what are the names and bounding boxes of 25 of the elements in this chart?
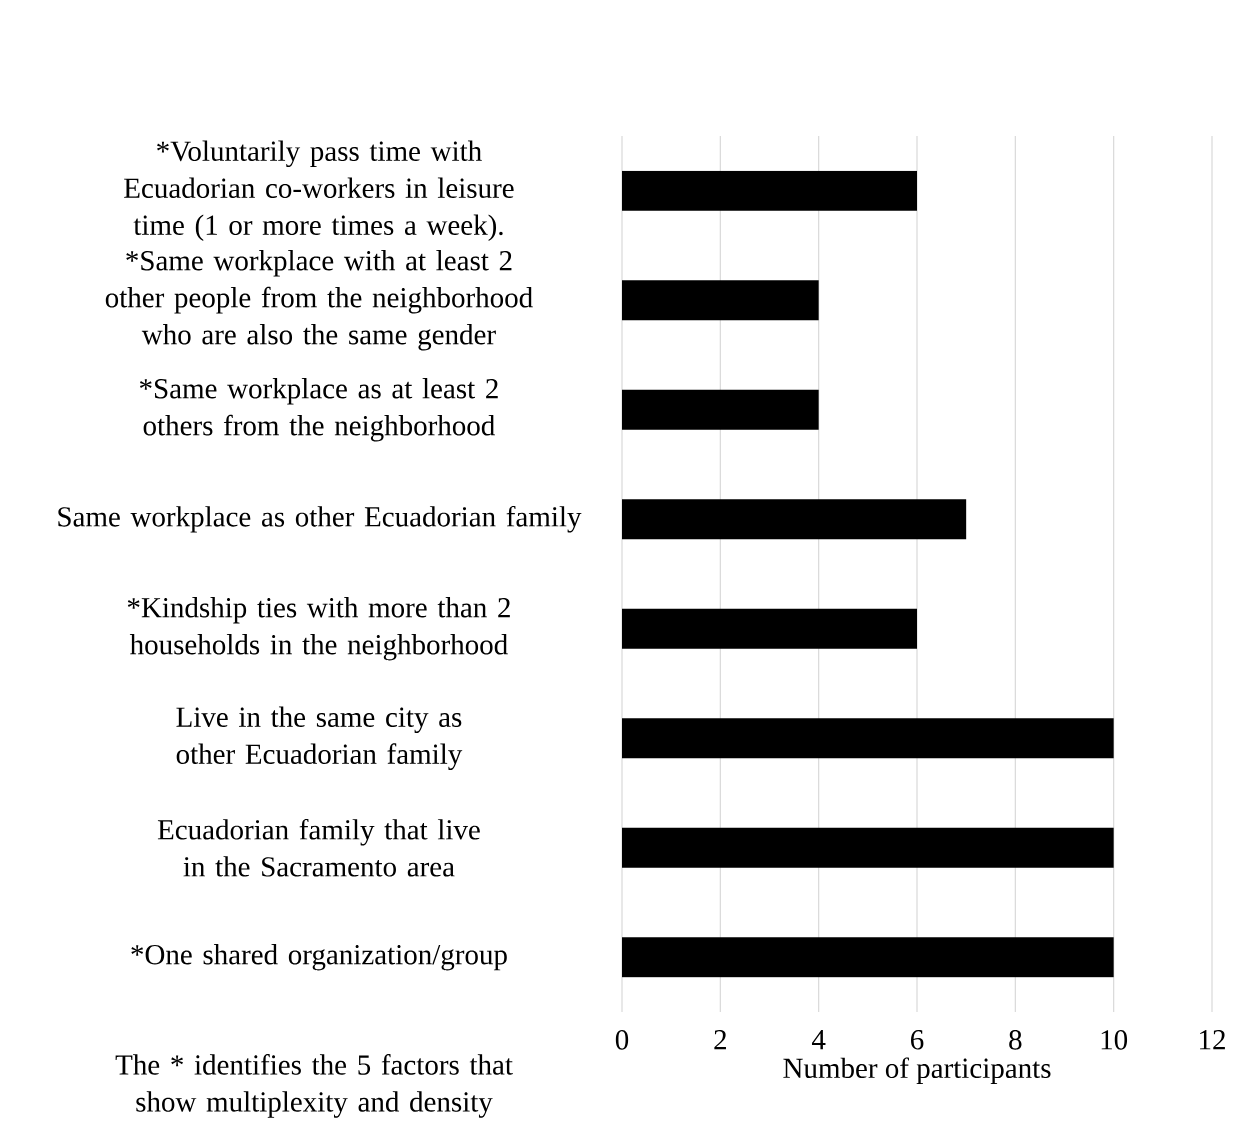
- y-tick-label: *Voluntarily pass time with Ecuadorian co-workers in leisure time (1 or more times a week).: [124, 140, 514, 241]
- x-tick-label: 6: [911, 1030, 924, 1050]
- bar: [622, 170, 917, 211]
- bar: [622, 280, 819, 321]
- y-tick-label: *One shared organization/group: [131, 944, 507, 971]
- x-tick-label: 0: [615, 1030, 629, 1050]
- text: The * identifies the 5 factors that show multiplexity and density: [115, 1054, 513, 1118]
- y-tick-label: Same workplace as other Ecuadorian family: [58, 505, 582, 533]
- x-tick-label: 12: [1200, 1030, 1225, 1050]
- x-tick-label: 4: [811, 1030, 826, 1050]
- x-tick-label: 8: [1009, 1030, 1022, 1050]
- y-tick-label: Live in the same city as other Ecuadorian family: [176, 706, 463, 770]
- x-tick-label: 2: [714, 1030, 726, 1050]
- bar: [622, 499, 967, 540]
- bar: [622, 937, 1114, 978]
- bar: [622, 608, 917, 649]
- x-tick-label: 10: [1101, 1030, 1128, 1050]
- y-tick-label: *Same workplace with at least 2 other people from the neighborhood who are also the same gender: [105, 250, 533, 351]
- bar: [622, 718, 1114, 759]
- y-tick-label: *Same workplace as at least 2 others from the neighborhood: [139, 378, 498, 442]
- bar: [622, 389, 819, 430]
- y-tick-label: Ecuadorian family that live in the Sacramento area: [157, 818, 480, 877]
- bar: [622, 827, 1114, 868]
- x-axis-title: Number of participants: [783, 1057, 1051, 1084]
- y-tick-label: *Kindship ties with more than 2 households in the neighborhood: [127, 597, 510, 661]
